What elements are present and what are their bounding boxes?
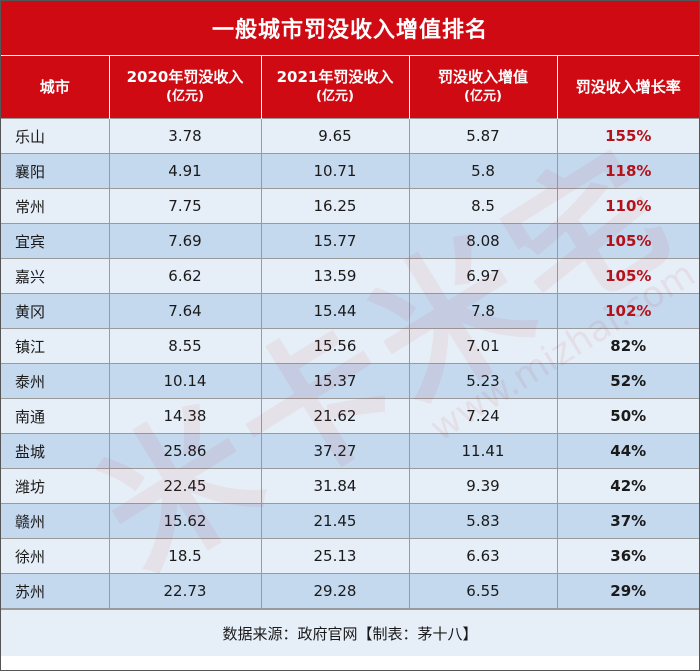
header-city: 城市 xyxy=(1,56,110,119)
cell-city: 苏州 xyxy=(1,573,110,609)
cell-city: 常州 xyxy=(1,188,110,224)
cell-growth-rate: 118% xyxy=(556,153,699,189)
cell-2021-revenue: 21.62 xyxy=(260,398,410,434)
data-source-footer: 数据来源：政府官网【制表：茅十八】 xyxy=(1,609,699,656)
cell-city: 黄冈 xyxy=(1,293,110,329)
table-row: 乐山 3.78 9.65 5.87 155% xyxy=(1,118,699,154)
table-row: 襄阳 4.91 10.71 5.8 118% xyxy=(1,153,699,189)
table-row: 徐州 18.5 25.13 6.63 36% xyxy=(1,538,699,574)
cell-city: 襄阳 xyxy=(1,153,110,189)
cell-growth-rate: 82% xyxy=(556,328,699,364)
cell-2021-revenue: 16.25 xyxy=(260,188,410,224)
cell-2020-revenue: 4.91 xyxy=(108,153,262,189)
cell-city: 盐城 xyxy=(1,433,110,469)
cell-growth-rate: 105% xyxy=(556,258,699,294)
cell-increase: 7.24 xyxy=(408,398,558,434)
cell-2021-revenue: 15.37 xyxy=(260,363,410,399)
table-title: 一般城市罚没收入增值排名 xyxy=(1,1,699,56)
cell-increase: 5.83 xyxy=(408,503,558,539)
cell-increase: 7.8 xyxy=(408,293,558,329)
cell-2020-revenue: 3.78 xyxy=(108,118,262,154)
cell-city: 南通 xyxy=(1,398,110,434)
cell-growth-rate: 29% xyxy=(556,573,699,609)
cell-2021-revenue: 15.77 xyxy=(260,223,410,259)
cell-2021-revenue: 15.44 xyxy=(260,293,410,329)
cell-city: 镇江 xyxy=(1,328,110,364)
table-row: 南通 14.38 21.62 7.24 50% xyxy=(1,398,699,434)
cell-increase: 8.5 xyxy=(408,188,558,224)
cell-2020-revenue: 7.64 xyxy=(108,293,262,329)
cell-increase: 5.23 xyxy=(408,363,558,399)
cell-increase: 5.8 xyxy=(408,153,558,189)
cell-city: 嘉兴 xyxy=(1,258,110,294)
table-row: 盐城 25.86 37.27 11.41 44% xyxy=(1,433,699,469)
table-row: 常州 7.75 16.25 8.5 110% xyxy=(1,188,699,224)
cell-2021-revenue: 37.27 xyxy=(260,433,410,469)
cell-city: 宜宾 xyxy=(1,223,110,259)
cell-growth-rate: 36% xyxy=(556,538,699,574)
cell-growth-rate: 155% xyxy=(556,118,699,154)
cell-2021-revenue: 13.59 xyxy=(260,258,410,294)
cell-increase: 11.41 xyxy=(408,433,558,469)
cell-2021-revenue: 25.13 xyxy=(260,538,410,574)
cell-city: 徐州 xyxy=(1,538,110,574)
ranking-table: 城市 2020年罚没收入 (亿元) 2021年罚没收入 (亿元) 罚没收入增值 … xyxy=(1,56,699,609)
header-increase: 罚没收入增值 (亿元) xyxy=(409,56,558,119)
table-row: 镇江 8.55 15.56 7.01 82% xyxy=(1,328,699,364)
header-row: 城市 2020年罚没收入 (亿元) 2021年罚没收入 (亿元) 罚没收入增值 … xyxy=(1,56,699,119)
cell-2020-revenue: 10.14 xyxy=(108,363,262,399)
cell-growth-rate: 105% xyxy=(556,223,699,259)
cell-increase: 6.63 xyxy=(408,538,558,574)
cell-2021-revenue: 31.84 xyxy=(260,468,410,504)
cell-city: 赣州 xyxy=(1,503,110,539)
cell-increase: 5.87 xyxy=(408,118,558,154)
table-row: 黄冈 7.64 15.44 7.8 102% xyxy=(1,293,699,329)
cell-city: 泰州 xyxy=(1,363,110,399)
cell-increase: 6.97 xyxy=(408,258,558,294)
cell-growth-rate: 50% xyxy=(556,398,699,434)
cell-2020-revenue: 8.55 xyxy=(108,328,262,364)
cell-2020-revenue: 22.73 xyxy=(108,573,262,609)
cell-city: 乐山 xyxy=(1,118,110,154)
cell-growth-rate: 42% xyxy=(556,468,699,504)
cell-2020-revenue: 22.45 xyxy=(108,468,262,504)
cell-growth-rate: 102% xyxy=(556,293,699,329)
cell-2020-revenue: 15.62 xyxy=(108,503,262,539)
header-2020-revenue: 2020年罚没收入 (亿元) xyxy=(109,56,262,119)
cell-growth-rate: 44% xyxy=(556,433,699,469)
cell-2020-revenue: 14.38 xyxy=(108,398,262,434)
table-row: 潍坊 22.45 31.84 9.39 42% xyxy=(1,468,699,504)
cell-2021-revenue: 9.65 xyxy=(260,118,410,154)
table-row: 嘉兴 6.62 13.59 6.97 105% xyxy=(1,258,699,294)
cell-2021-revenue: 15.56 xyxy=(260,328,410,364)
cell-2020-revenue: 18.5 xyxy=(108,538,262,574)
cell-growth-rate: 37% xyxy=(556,503,699,539)
header-2021-revenue: 2021年罚没收入 (亿元) xyxy=(261,56,410,119)
cell-2020-revenue: 25.86 xyxy=(108,433,262,469)
cell-increase: 9.39 xyxy=(408,468,558,504)
cell-2020-revenue: 6.62 xyxy=(108,258,262,294)
cell-city: 潍坊 xyxy=(1,468,110,504)
table-row: 赣州 15.62 21.45 5.83 37% xyxy=(1,503,699,539)
cell-growth-rate: 110% xyxy=(556,188,699,224)
header-growth-rate: 罚没收入增长率 xyxy=(557,56,699,119)
cell-increase: 8.08 xyxy=(408,223,558,259)
table-row: 泰州 10.14 15.37 5.23 52% xyxy=(1,363,699,399)
cell-growth-rate: 52% xyxy=(556,363,699,399)
cell-2020-revenue: 7.69 xyxy=(108,223,262,259)
table-row: 苏州 22.73 29.28 6.55 29% xyxy=(1,573,699,609)
cell-2020-revenue: 7.75 xyxy=(108,188,262,224)
cell-2021-revenue: 10.71 xyxy=(260,153,410,189)
table-row: 宜宾 7.69 15.77 8.08 105% xyxy=(1,223,699,259)
cell-increase: 6.55 xyxy=(408,573,558,609)
cell-2021-revenue: 29.28 xyxy=(260,573,410,609)
cell-2021-revenue: 21.45 xyxy=(260,503,410,539)
cell-increase: 7.01 xyxy=(408,328,558,364)
